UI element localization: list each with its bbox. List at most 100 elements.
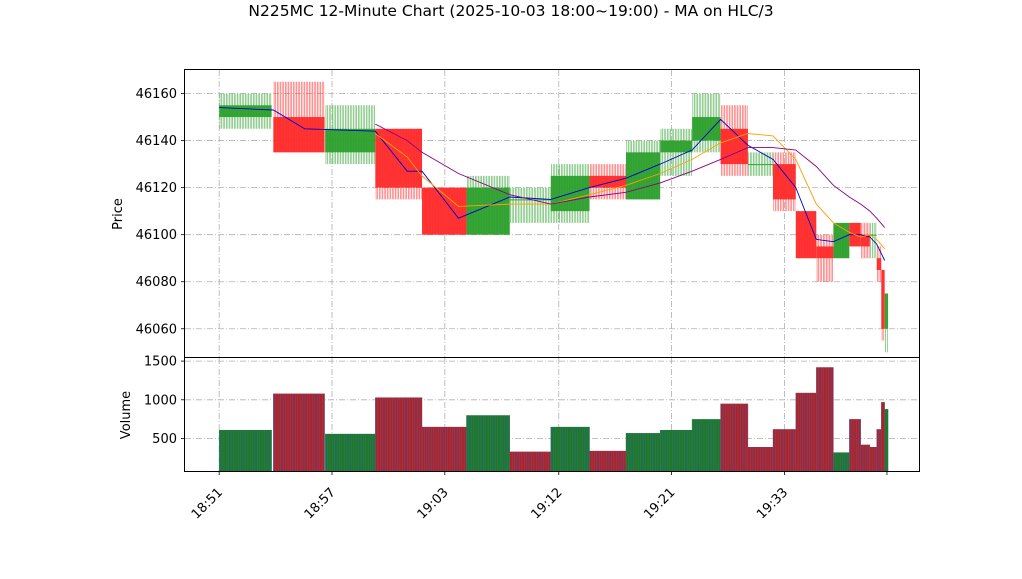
volume-bar-fill: [660, 429, 693, 471]
candle-body: [881, 269, 885, 329]
volume-bar: [466, 415, 511, 471]
candle-body: [660, 140, 693, 153]
candle-up: [550, 164, 590, 223]
price-tick-label: 46120: [136, 181, 177, 196]
candle-body: [692, 117, 721, 141]
x-tick-label: 19:33: [754, 485, 791, 522]
candle-body: [876, 258, 882, 270]
candle-down: [860, 222, 870, 259]
volume-bar-fill: [509, 451, 551, 471]
volume-bar: [509, 451, 552, 471]
candle-body: [860, 234, 870, 247]
volume-bar-fill: [589, 450, 626, 471]
candle-body: [747, 164, 773, 166]
x-tick-label: 19:21: [641, 485, 678, 522]
volume-bar: [218, 429, 272, 471]
x-ticks: 18:51 18:57 19:03 19:12 19:21 19:33: [189, 471, 888, 522]
volume-bar: [324, 433, 376, 471]
volume-tick-label: 1500: [144, 355, 177, 370]
candle-body: [325, 128, 376, 153]
ma-mid-line: [375, 133, 886, 250]
candle-up: [325, 105, 376, 165]
volume-bar-fill: [720, 403, 748, 471]
candle-body: [795, 211, 817, 259]
volume-bar: [659, 429, 693, 471]
candles: [219, 81, 889, 353]
volume-bar: [747, 447, 774, 471]
x-tick-label: 19:12: [528, 485, 565, 522]
candle-down: [375, 128, 423, 200]
price-tick-label: 46100: [136, 228, 177, 243]
volume-bar-fill: [795, 392, 817, 471]
volume-tick-label: 1000: [144, 393, 177, 408]
volume-bar-fill: [325, 433, 376, 471]
volume-bar: [421, 426, 467, 471]
volume-axis-label: Volume: [119, 391, 134, 439]
chart-title: N225MC 12-Minute Chart (2025-10-03 18:00…: [248, 2, 773, 20]
volume-bar-fill: [884, 409, 889, 471]
volume-bar: [833, 452, 850, 471]
candle-body: [466, 187, 510, 235]
volume-bar: [881, 402, 885, 471]
x-tick-label: 18:57: [302, 485, 339, 522]
volume-bar: [625, 433, 661, 471]
price-tick-label: 46140: [136, 134, 177, 149]
volume-bar-fill: [833, 452, 850, 471]
volume-y-ticks: 500 1000 1500: [144, 355, 185, 447]
volume-bar: [720, 403, 749, 471]
volume-bar: [876, 429, 882, 471]
volume-bar: [869, 447, 877, 471]
volume-bar: [860, 444, 871, 471]
volume-bar-fill: [881, 402, 885, 471]
volume-tick-label: 500: [152, 432, 177, 447]
volume-bar: [691, 419, 721, 471]
candle-body: [869, 234, 877, 236]
price-tick-label: 46080: [136, 275, 177, 290]
volume-bar-fill: [816, 367, 834, 471]
price-axis-label: Price: [111, 198, 126, 230]
candle-up: [219, 93, 272, 129]
candle-body: [375, 128, 423, 188]
candle-body: [720, 128, 748, 165]
volume-bars: [218, 367, 889, 471]
candle-down: [816, 234, 834, 282]
candle-body: [219, 105, 272, 118]
x-tick-label: 18:51: [189, 485, 226, 522]
moving-average-lines: [219, 107, 886, 261]
candle-up: [884, 293, 889, 353]
price-y-ticks: 46060 46080 46100 46120 46140 46160: [136, 87, 185, 337]
candle-body: [422, 187, 467, 235]
candle-up: [509, 187, 551, 223]
volume-panel-frame: [184, 357, 920, 472]
volume-bar: [772, 429, 797, 471]
volume-bar-fill: [273, 393, 325, 471]
volume-bar: [550, 426, 590, 471]
volume-bar-fill: [849, 419, 861, 471]
candle-body: [884, 293, 889, 329]
candle-up: [747, 152, 773, 176]
volume-bar: [884, 409, 889, 471]
volume-bar: [795, 392, 817, 471]
volume-bar: [375, 397, 423, 471]
x-tick-label: 19:03: [415, 485, 452, 522]
candle-down: [881, 269, 885, 341]
volume-bar-fill: [869, 447, 877, 471]
candle-body: [509, 199, 551, 201]
candle-down: [589, 164, 626, 200]
volume-bar: [849, 419, 861, 471]
ma-long-line: [375, 123, 886, 228]
volume-bar-fill: [422, 426, 467, 471]
candle-body: [816, 246, 834, 259]
volume-bar: [589, 450, 627, 471]
candle-up: [869, 222, 877, 259]
volume-bar-fill: [773, 429, 796, 471]
price-tick-label: 46160: [136, 87, 177, 102]
volume-bar: [816, 367, 834, 471]
ma-short-line: [219, 107, 886, 261]
candle-down: [422, 187, 467, 235]
candle-down: [795, 211, 817, 259]
candle-up: [692, 93, 721, 153]
candle-body: [773, 164, 796, 200]
